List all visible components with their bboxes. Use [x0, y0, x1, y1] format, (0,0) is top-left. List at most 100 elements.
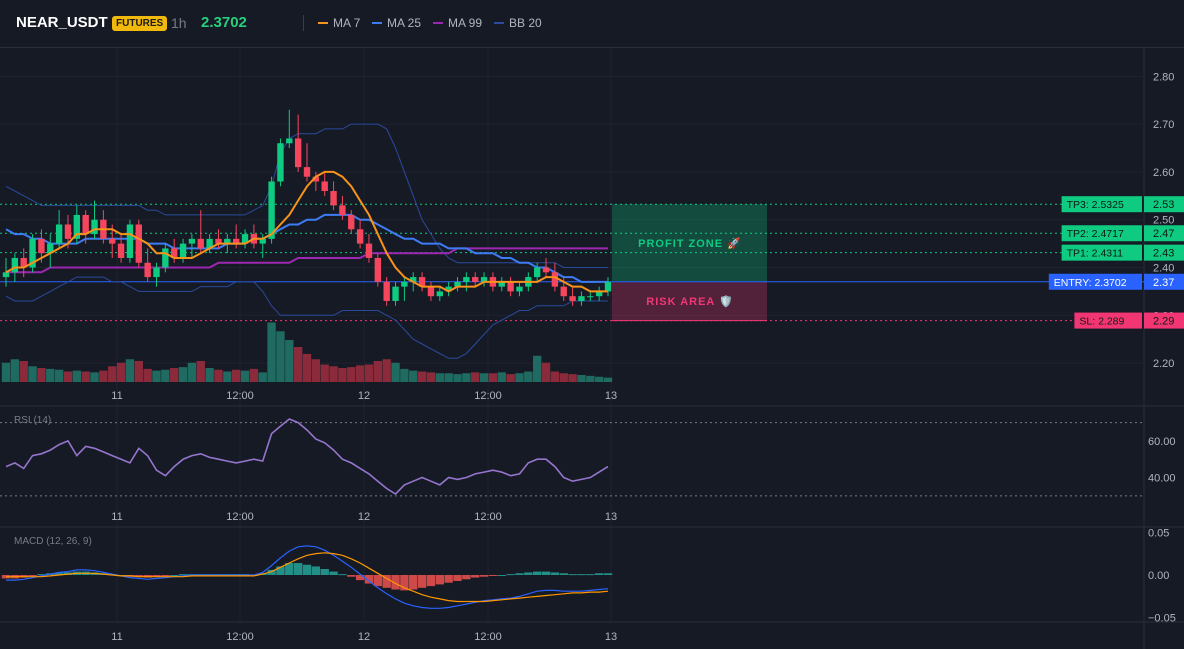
candle-body [82, 214, 89, 235]
candle-body [321, 181, 328, 192]
legend-ma25-label: MA 25 [387, 16, 422, 30]
volume-bar [10, 359, 20, 382]
volume-bar [541, 362, 551, 382]
ma99-swatch [433, 22, 443, 24]
macd-tick-label: 0.00 [1148, 570, 1169, 582]
macd-hist-bar [524, 572, 533, 575]
candle-body [533, 267, 541, 278]
volume-bar [550, 371, 560, 382]
candle-body [454, 281, 461, 287]
volume-bar [382, 359, 391, 382]
legend-bb20[interactable]: BB 20 [494, 16, 542, 30]
symbol-label[interactable]: NEAR_USDT [16, 14, 108, 31]
candle-body [604, 281, 612, 292]
volume-bar [338, 368, 347, 382]
time-tick-label: 12:00 [226, 390, 254, 402]
time-tick-label: 12 [358, 511, 370, 523]
volume-bar [462, 373, 471, 382]
ma25-swatch [372, 22, 382, 24]
volume-bar [577, 375, 586, 382]
macd-hist-bar [586, 574, 595, 576]
candle-body [294, 138, 302, 168]
macd-hist-bar [426, 575, 436, 587]
price-tick-label: 2.60 [1153, 167, 1174, 179]
macd-hist-bar [364, 575, 374, 584]
candle-body [286, 138, 293, 144]
macd-hist-bar [28, 575, 37, 576]
candle-body [392, 286, 399, 301]
macd-hist-bar [532, 571, 542, 575]
volume-bar [355, 365, 365, 382]
macd-hist-bar [320, 569, 329, 575]
volume-bar [559, 373, 568, 382]
volume-bar [603, 377, 613, 382]
macd-title: MACD (12, 26, 9) [14, 536, 92, 547]
volume-bar [276, 331, 285, 382]
volume-bar [285, 340, 294, 382]
sl-axis-label: 2.29 [1153, 316, 1174, 328]
time-tick-label: 12:00 [226, 511, 254, 523]
legend-ma7[interactable]: MA 7 [318, 16, 360, 30]
timeframe-label[interactable]: 1h [171, 15, 187, 31]
rsi-tick-label: 60.00 [1148, 436, 1176, 448]
macd-hist-bar [559, 573, 568, 575]
time-tick-label: 11 [111, 511, 122, 523]
rsi-title: RSI (14) [14, 415, 52, 426]
volume-bar [223, 371, 232, 382]
candle-body [259, 238, 266, 244]
volume-bar [205, 368, 214, 382]
volume-bar [524, 371, 533, 382]
candle-body [162, 248, 169, 268]
volume-bar [187, 362, 197, 382]
volume-bar [231, 369, 241, 382]
macd-hist-bar [391, 575, 400, 590]
volume-bar [453, 374, 462, 382]
legend-ma25[interactable]: MA 25 [372, 16, 421, 30]
candle-body [2, 272, 10, 278]
tp1-tag [1061, 244, 1142, 261]
sl-tag [1074, 312, 1142, 329]
candle-body [29, 238, 36, 268]
legend-ma99-label: MA 99 [448, 16, 483, 30]
macd-hist-bar [329, 571, 338, 575]
macd-tick-label: 0.05 [1148, 527, 1169, 539]
macd-hist-bar [462, 575, 471, 580]
macd-hist-bar [382, 575, 391, 588]
time-tick-label: 12:00 [474, 390, 502, 402]
volume-bar [161, 369, 170, 382]
macd-hist-bar [293, 563, 303, 575]
volume-bar [293, 347, 303, 382]
ma99-line [6, 247, 608, 274]
volume-bar [108, 366, 117, 382]
macd-hist-bar [178, 574, 188, 576]
volume-bar [90, 372, 99, 382]
candle-body [365, 243, 373, 258]
tp1-axis-tag [1144, 244, 1184, 261]
volume-bar [409, 370, 418, 382]
candle-body [241, 234, 249, 244]
volume-bar [320, 364, 329, 382]
candle-body [126, 224, 134, 258]
volume-bar [426, 372, 436, 382]
volume-bar [479, 373, 489, 382]
volume-bar [116, 362, 126, 382]
macd-hist-bar [134, 575, 143, 577]
candle-body [47, 243, 54, 254]
price-tick-label: 2.70 [1153, 119, 1174, 131]
candle-body [215, 238, 222, 244]
volume-bar [302, 354, 312, 382]
entry-tag [1048, 273, 1142, 290]
time-tick-label: 12:00 [474, 631, 502, 643]
header-divider [303, 15, 304, 31]
chart-header: NEAR_USDT FUTURES 1h 2.3702 MA 7 MA 25 M… [0, 0, 1184, 48]
candle-body [197, 238, 204, 249]
tp1-tag-label: TP1: 2.4311 [1067, 248, 1124, 260]
volume-bar [196, 361, 205, 382]
volume-bar [515, 373, 524, 382]
candle-body [188, 238, 196, 244]
rsi-line [5, 418, 609, 496]
volume-bar [311, 359, 321, 382]
legend-ma99[interactable]: MA 99 [433, 16, 482, 30]
time-tick-label: 11 [111, 631, 122, 643]
